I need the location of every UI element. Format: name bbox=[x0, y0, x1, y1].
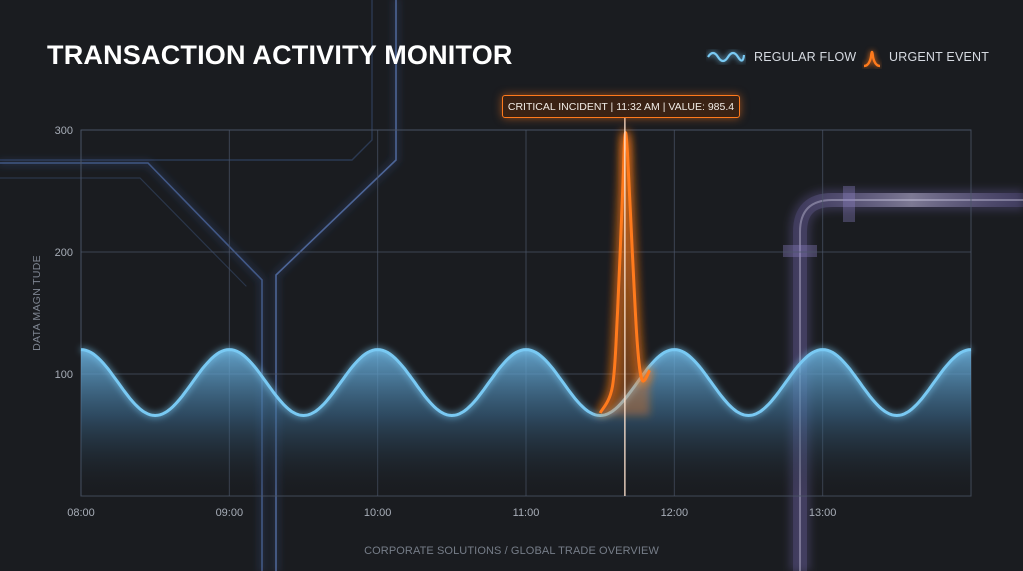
y-tick-label: 100 bbox=[55, 369, 73, 381]
legend-item-regular-flow[interactable]: REGULAR FLOW bbox=[706, 49, 856, 65]
y-axis-ticks: 100 200 300 bbox=[55, 125, 73, 381]
spike-icon bbox=[863, 50, 881, 68]
legend-label-urgent-event: URGENT EVENT bbox=[889, 50, 990, 64]
x-tick-label: 12:00 bbox=[661, 507, 689, 519]
regular-flow-area bbox=[81, 349, 971, 496]
regular-flow-line bbox=[80, 348, 972, 418]
y-tick-label: 200 bbox=[55, 247, 73, 259]
incident-callout: CRITICAL INCIDENT | 11:32 AM | VALUE: 98… bbox=[502, 95, 740, 118]
legend-label-regular-flow: REGULAR FLOW bbox=[754, 50, 857, 64]
footer-caption: CORPORATE SOLUTIONS / GLOBAL TRADE OVERV… bbox=[364, 545, 659, 557]
x-tick-label: 11:00 bbox=[513, 507, 540, 519]
x-axis-ticks: 08:00 09:00 10:00 11:00 12:00 13:00 bbox=[67, 507, 836, 519]
legend-item-urgent-event[interactable]: URGENT EVENT bbox=[862, 45, 989, 69]
regular-flow-fill bbox=[81, 349, 971, 496]
y-axis-label: DATA MAGN TUDE bbox=[31, 255, 43, 351]
page-title: TRANSACTION ACTIVITY MONITOR bbox=[47, 40, 513, 70]
y-tick-label: 300 bbox=[55, 125, 73, 137]
x-tick-label: 13:00 bbox=[809, 507, 837, 519]
wave-icon bbox=[707, 51, 746, 63]
x-tick-label: 09:00 bbox=[216, 507, 244, 519]
x-tick-label: 08:00 bbox=[67, 507, 95, 519]
x-tick-label: 10:00 bbox=[364, 507, 392, 519]
background-pipes bbox=[783, 186, 1023, 571]
